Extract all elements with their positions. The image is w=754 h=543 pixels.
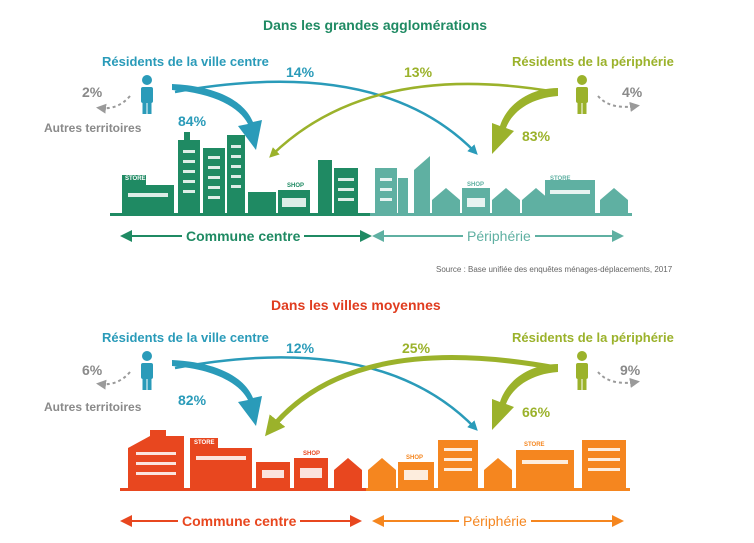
top-store-label-2: STORE bbox=[550, 176, 571, 182]
top-other-territories: Autres territoires bbox=[44, 121, 142, 135]
source-note: Source : Base unifiée des enquêtes ménag… bbox=[436, 265, 673, 274]
bottom-left-stay-pct: 82% bbox=[178, 392, 207, 408]
person-icon-right-bottom bbox=[576, 351, 588, 390]
bottom-shop-label-1: SHOP bbox=[303, 451, 321, 457]
arrow-stay-periphery-top bbox=[492, 88, 558, 154]
arrow-stay-center-top bbox=[172, 84, 262, 150]
bottom-right-to-center-pct: 25% bbox=[402, 340, 431, 356]
window-pattern-top-right bbox=[380, 178, 590, 207]
bottom-left-other-pct: 6% bbox=[82, 362, 103, 378]
arrow-center-to-periphery-bottom bbox=[174, 356, 478, 431]
arrow-periphery-to-center-bottom bbox=[264, 355, 557, 437]
bottom-left-residents: Résidents de la ville centre bbox=[102, 330, 269, 345]
window-pattern-bottom-right bbox=[404, 448, 620, 480]
arrow-other-left-top bbox=[96, 95, 131, 114]
city-centre-top bbox=[110, 132, 370, 216]
arrow-other-left-bottom bbox=[96, 371, 131, 390]
bottom-right-stay-pct: 66% bbox=[522, 404, 551, 420]
top-left-other-pct: 2% bbox=[82, 84, 103, 100]
bottom-store-label-1: STORE bbox=[194, 440, 215, 446]
arrow-periphery-to-center-top bbox=[269, 82, 557, 158]
city-periphery-bottom bbox=[366, 440, 630, 491]
bottom-shop-label-2: SHOP bbox=[406, 455, 424, 461]
arrow-other-right-top bbox=[597, 95, 640, 112]
top-title: Dans les grandes agglomérations bbox=[263, 17, 488, 33]
bottom-other-territories: Autres territoires bbox=[44, 400, 142, 414]
top-periphery-label: Périphérie bbox=[463, 228, 535, 244]
top-left-residents: Résidents de la ville centre bbox=[102, 54, 269, 69]
person-icon-left-top bbox=[141, 75, 153, 114]
arrow-stay-periphery-bottom bbox=[492, 364, 558, 430]
top-store-label-1: STORE bbox=[125, 176, 146, 182]
bottom-commune-centre-label: Commune centre bbox=[178, 513, 301, 529]
arrow-stay-center-bottom bbox=[172, 360, 262, 426]
top-right-other-pct: 4% bbox=[622, 84, 643, 100]
person-icon-left-bottom bbox=[141, 351, 153, 390]
person-icon-right-top bbox=[576, 75, 588, 114]
top-left-stay-pct: 84% bbox=[178, 113, 207, 129]
top-left-to-periphery-pct: 14% bbox=[286, 64, 315, 80]
city-periphery-top bbox=[370, 156, 632, 216]
top-shop-label-2: SHOP bbox=[467, 182, 485, 188]
top-right-residents: Résidents de la périphérie bbox=[512, 54, 674, 69]
bottom-right-other-pct: 9% bbox=[620, 362, 641, 378]
top-commune-centre-label: Commune centre bbox=[182, 228, 305, 244]
bottom-title: Dans les villes moyennes bbox=[271, 297, 441, 313]
arrow-center-to-periphery-top bbox=[174, 80, 478, 155]
top-right-stay-pct: 83% bbox=[522, 128, 551, 144]
bottom-periphery-label: Périphérie bbox=[459, 513, 531, 529]
bottom-store-label-2: STORE bbox=[524, 442, 545, 448]
window-pattern-top-left bbox=[128, 145, 354, 207]
bottom-left-to-periphery-pct: 12% bbox=[286, 340, 315, 356]
arrow-other-right-bottom bbox=[597, 371, 640, 388]
window-pattern-bottom-left bbox=[136, 452, 322, 478]
top-right-to-center-pct: 13% bbox=[404, 64, 433, 80]
city-centre-bottom bbox=[120, 430, 370, 491]
top-shop-label-1: SHOP bbox=[287, 183, 305, 189]
bottom-right-residents: Résidents de la périphérie bbox=[512, 330, 674, 345]
